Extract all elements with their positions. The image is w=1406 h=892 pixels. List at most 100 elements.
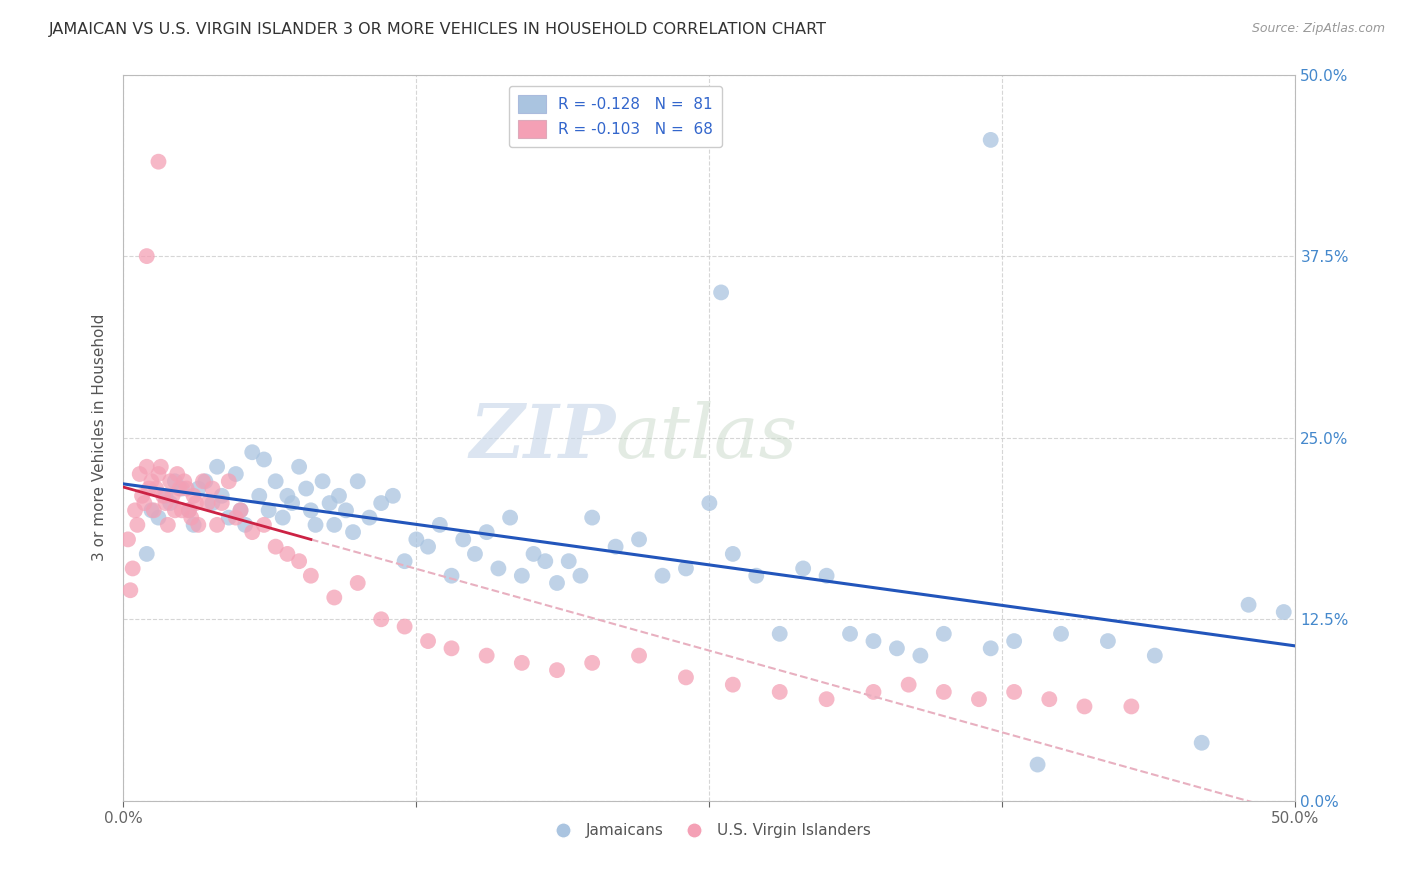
Point [815, 692, 838, 706]
Point [323, 591, 346, 605]
Point [651, 568, 673, 582]
Point [159, 496, 181, 510]
Point [218, 510, 240, 524]
Point [135, 249, 157, 263]
Point [155, 489, 177, 503]
Point [135, 459, 157, 474]
Point [183, 517, 205, 532]
Point [276, 547, 298, 561]
Point [475, 648, 498, 663]
Text: Source: ZipAtlas.com: Source: ZipAtlas.com [1251, 22, 1385, 36]
Point [240, 445, 263, 459]
Point [247, 489, 270, 503]
Point [1002, 634, 1025, 648]
Point [138, 482, 160, 496]
Point [187, 517, 209, 532]
Point [233, 517, 256, 532]
Point [980, 641, 1002, 656]
Point [205, 517, 228, 532]
Point [253, 452, 276, 467]
Point [346, 475, 368, 489]
Point [201, 482, 224, 496]
Point [1050, 627, 1073, 641]
Point [162, 489, 184, 503]
Point [318, 496, 340, 510]
Point [475, 525, 498, 540]
Point [862, 685, 884, 699]
Point [1038, 692, 1060, 706]
Point [271, 510, 294, 524]
Point [131, 489, 153, 503]
Point [166, 467, 188, 481]
Point [675, 670, 697, 684]
Point [405, 533, 427, 547]
Point [128, 467, 150, 481]
Point [910, 648, 932, 663]
Point [117, 533, 139, 547]
Point [510, 656, 533, 670]
Point [134, 496, 156, 510]
Point [253, 517, 276, 532]
Point [394, 554, 416, 568]
Point [486, 561, 509, 575]
Point [201, 496, 224, 510]
Point [699, 496, 721, 510]
Point [346, 576, 368, 591]
Point [792, 561, 814, 575]
Point [546, 576, 568, 591]
Point [1073, 699, 1095, 714]
Point [225, 510, 247, 524]
Point [394, 619, 416, 633]
Point [328, 489, 350, 503]
Point [605, 540, 627, 554]
Point [197, 496, 219, 510]
Point [721, 678, 744, 692]
Point [932, 685, 955, 699]
Point [557, 554, 579, 568]
Point [211, 496, 233, 510]
Point [225, 467, 247, 481]
Text: JAMAICAN VS U.S. VIRGIN ISLANDER 3 OR MORE VEHICLES IN HOUSEHOLD CORRELATION CHA: JAMAICAN VS U.S. VIRGIN ISLANDER 3 OR MO… [49, 22, 827, 37]
Point [184, 496, 207, 510]
Point [897, 678, 920, 692]
Point [569, 568, 592, 582]
Point [429, 517, 451, 532]
Point [187, 482, 209, 496]
Point [304, 517, 326, 532]
Point [148, 154, 170, 169]
Point [183, 489, 205, 503]
Point [169, 482, 191, 496]
Point [264, 540, 287, 554]
Point [932, 627, 955, 641]
Point [886, 641, 908, 656]
Point [148, 467, 170, 481]
Point [121, 561, 143, 575]
Point [299, 503, 322, 517]
Point [257, 503, 280, 517]
Point [464, 547, 486, 561]
Point [675, 561, 697, 575]
Point [170, 503, 193, 517]
Point [173, 475, 195, 489]
Point [546, 663, 568, 677]
Point [499, 510, 522, 524]
Point [323, 517, 346, 532]
Point [628, 533, 651, 547]
Point [240, 525, 263, 540]
Point [170, 482, 193, 496]
Point [311, 475, 333, 489]
Point [211, 489, 233, 503]
Point [218, 475, 240, 489]
Point [127, 517, 149, 532]
Point [141, 475, 163, 489]
Point [628, 648, 651, 663]
Point [156, 517, 179, 532]
Point [299, 568, 322, 582]
Point [163, 475, 186, 489]
Point [1026, 757, 1049, 772]
Point [1272, 605, 1295, 619]
Text: ZIP: ZIP [470, 401, 616, 474]
Point [120, 583, 142, 598]
Point [980, 133, 1002, 147]
Point [295, 482, 318, 496]
